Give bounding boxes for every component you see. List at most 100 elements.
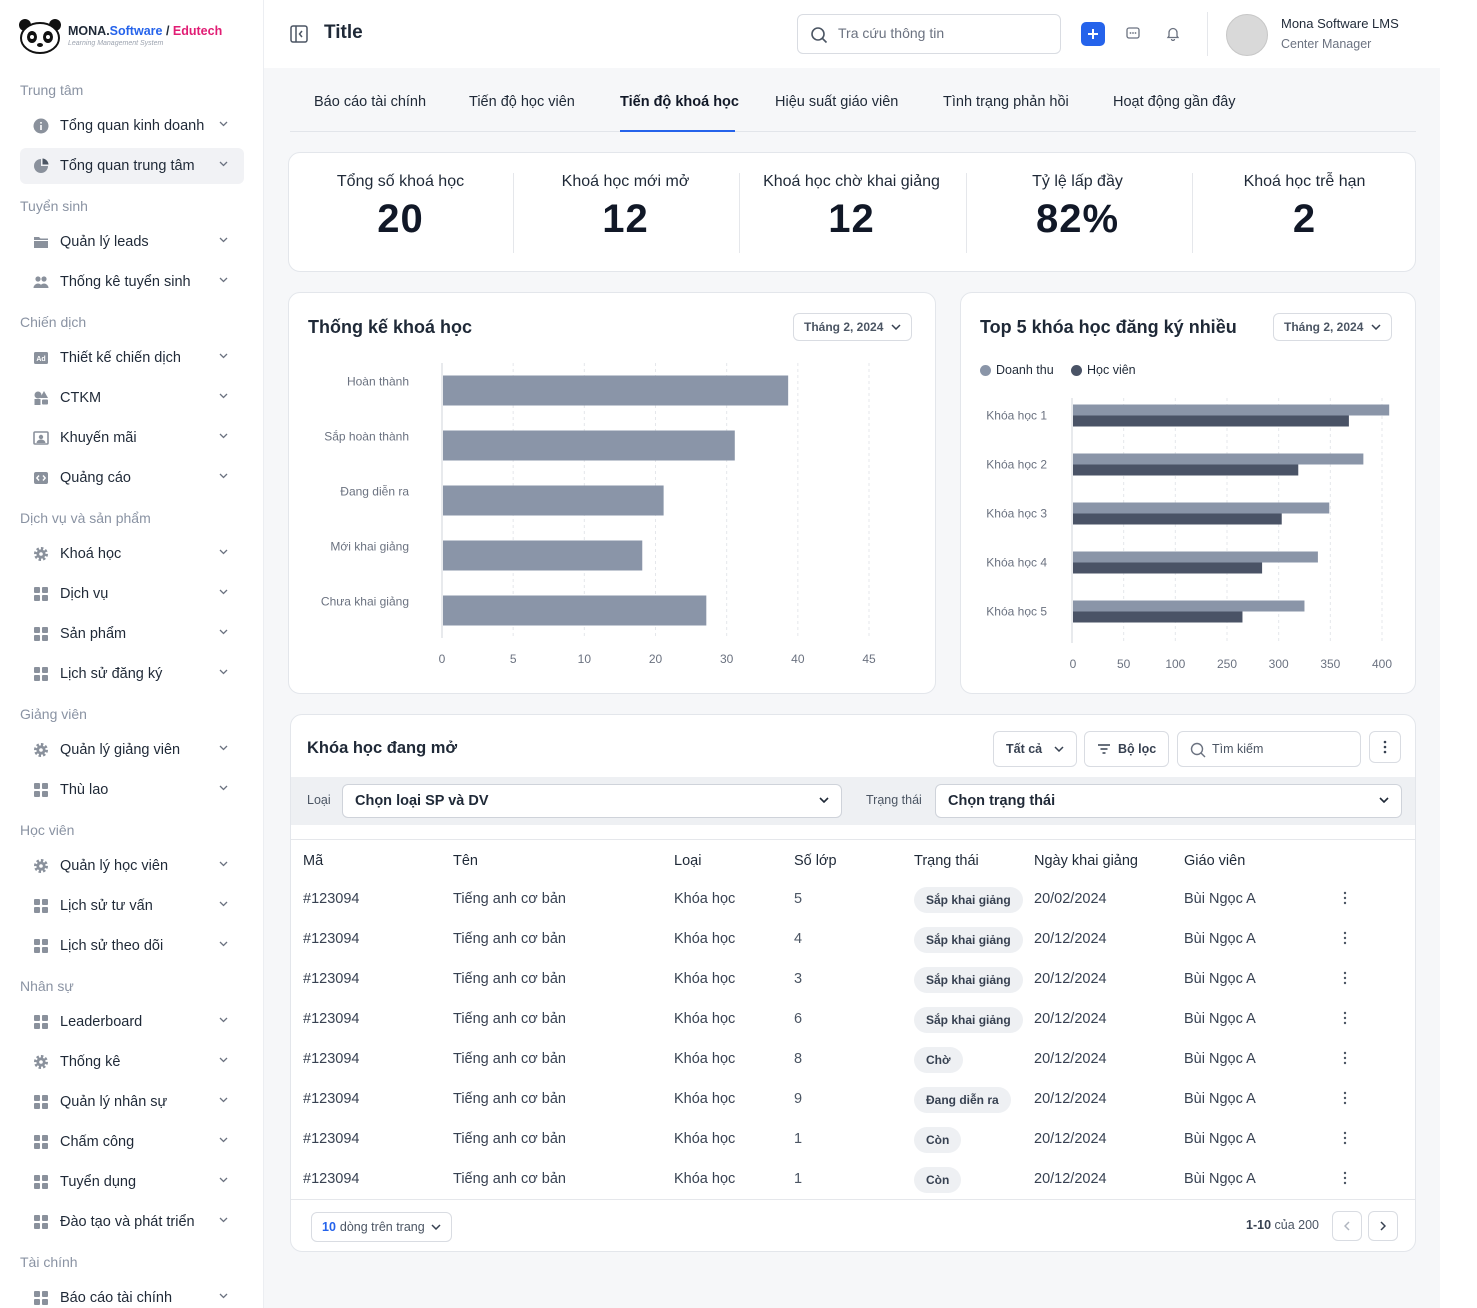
bar-revenue[interactable]: [1073, 502, 1330, 514]
message-icon[interactable]: [1126, 26, 1140, 40]
row-more-icon[interactable]: [1343, 931, 1347, 945]
sidebar-item[interactable]: Tổng quan trung tâm: [20, 148, 244, 184]
bar-students[interactable]: [1073, 562, 1263, 574]
column-header[interactable]: Loại: [674, 853, 702, 869]
chevron-down-icon: [219, 473, 228, 479]
bar[interactable]: [443, 540, 643, 571]
sidebar-item[interactable]: Quản lý nhân sự: [20, 1084, 244, 1120]
sidebar-item[interactable]: Quảng cáo: [20, 460, 244, 496]
sidebar-item[interactable]: CTKM: [20, 380, 244, 416]
column-header[interactable]: Mã: [303, 853, 324, 869]
sidebar-item[interactable]: Khoá học: [20, 536, 244, 572]
sidebar-item[interactable]: Ad Thiết kế chiến dịch: [20, 340, 244, 376]
y-category-label: Chưa khai giảng: [321, 595, 409, 609]
sidebar-item[interactable]: Tổng quan kinh doanh: [20, 108, 244, 144]
page-size-dropdown[interactable]: 10 dòng trên trang: [311, 1212, 452, 1242]
cell-teacher: Bùi Ngọc A: [1184, 1131, 1256, 1147]
column-header[interactable]: Trạng thái: [914, 853, 979, 869]
table-row[interactable]: #123094 Tiếng anh cơ bản Khóa học 4 Sắp khai…: [291, 920, 1415, 960]
course-stats-period-dropdown[interactable]: Tháng 2, 2024: [793, 313, 913, 341]
row-more-icon[interactable]: [1343, 1131, 1347, 1145]
sidebar-item[interactable]: Quản lý giảng viên: [20, 732, 244, 768]
table-row[interactable]: #123094 Tiếng anh cơ bản Khóa học 8 Chờ 20/12…: [291, 1040, 1415, 1080]
bar-revenue[interactable]: [1073, 453, 1364, 465]
grid-icon: [33, 586, 49, 602]
table-row[interactable]: #123094 Tiếng anh cơ bản Khóa học 1 Còn 20/12…: [291, 1160, 1415, 1200]
table-more-button[interactable]: [1369, 731, 1401, 763]
tab-feedback-status[interactable]: Tình trạng phản hồi: [943, 94, 1069, 110]
bar[interactable]: [443, 485, 664, 516]
add-button[interactable]: [1081, 22, 1105, 46]
table-row[interactable]: #123094 Tiếng anh cơ bản Khóa học 1 Còn 20/12…: [291, 1120, 1415, 1160]
table-search-input[interactable]: [1212, 742, 1352, 756]
table-row[interactable]: #123094 Tiếng anh cơ bản Khóa học 3 Sắp khai…: [291, 960, 1415, 1000]
stat-value: 20: [377, 197, 424, 241]
brand-tagline: Learning Management System: [68, 40, 164, 47]
search-input[interactable]: [838, 25, 1048, 41]
prev-page-button[interactable]: [1332, 1211, 1362, 1241]
top5-period-dropdown[interactable]: Tháng 2, 2024: [1273, 313, 1393, 341]
bar-revenue[interactable]: [1073, 600, 1305, 612]
tab-teacher-performance[interactable]: Hiệu suất giáo viên: [775, 94, 899, 110]
global-search[interactable]: [797, 14, 1061, 54]
sidebar-item[interactable]: Sản phẩm: [20, 616, 244, 652]
bar[interactable]: [443, 430, 735, 461]
sidebar-item[interactable]: Quản lý leads: [20, 224, 244, 260]
sidebar-item[interactable]: Dịch vụ: [20, 576, 244, 612]
filter-button[interactable]: Bộ lọc: [1084, 731, 1170, 767]
filter-all-dropdown[interactable]: Tất cả: [993, 731, 1078, 767]
sidebar-item[interactable]: Thù lao: [20, 772, 244, 808]
column-header[interactable]: Tên: [453, 853, 478, 869]
tab-course-progress[interactable]: Tiến độ khoá học: [620, 94, 739, 110]
sidebar-toggle-icon[interactable]: [290, 25, 308, 43]
table-row[interactable]: #123094 Tiếng anh cơ bản Khóa học 5 Sắp khai…: [291, 880, 1415, 920]
sidebar-item[interactable]: Đào tạo và phát triển: [20, 1204, 244, 1240]
bar[interactable]: [443, 595, 707, 626]
sidebar-item[interactable]: Thống kê: [20, 1044, 244, 1080]
row-more-icon[interactable]: [1343, 1051, 1347, 1065]
tab-financial-report[interactable]: Báo cáo tài chính: [314, 94, 427, 110]
type-select[interactable]: Chọn loại SP và DV: [342, 784, 842, 818]
sidebar-item[interactable]: Chấm công: [20, 1124, 244, 1160]
tab-recent-activity[interactable]: Hoạt động gần đây: [1113, 94, 1236, 110]
status-select[interactable]: Chọn trạng thái: [935, 784, 1402, 818]
row-more-icon[interactable]: [1343, 1171, 1347, 1185]
row-more-icon[interactable]: [1343, 1091, 1347, 1105]
sidebar-item[interactable]: Thống kê tuyển sinh: [20, 264, 244, 300]
bar-revenue[interactable]: [1073, 404, 1390, 416]
row-more-icon[interactable]: [1343, 971, 1347, 985]
bar-students[interactable]: [1073, 513, 1282, 525]
column-header[interactable]: Ngày khai giảng: [1034, 853, 1138, 869]
sidebar-item-label: Dịch vụ: [60, 586, 109, 602]
sidebar-item[interactable]: Lịch sử tư vấn: [20, 888, 244, 924]
sidebar-item[interactable]: Báo cáo tài chính: [20, 1280, 244, 1308]
table-search[interactable]: [1177, 731, 1361, 767]
table-row[interactable]: #123094 Tiếng anh cơ bản Khóa học 6 Sắp khai…: [291, 1000, 1415, 1040]
next-page-button[interactable]: [1368, 1211, 1398, 1241]
sidebar-item[interactable]: Quản lý học viên: [20, 848, 244, 884]
bar[interactable]: [443, 375, 789, 406]
bar-revenue[interactable]: [1073, 551, 1318, 563]
sidebar-item[interactable]: Leaderboard: [20, 1004, 244, 1040]
cell-classes: 5: [794, 891, 803, 907]
column-header[interactable]: Số lớp: [794, 853, 837, 869]
bar-students[interactable]: [1073, 464, 1299, 476]
table-row[interactable]: #123094 Tiếng anh cơ bản Khóa học 9 Đang diễ…: [291, 1080, 1415, 1120]
sidebar-item[interactable]: Lịch sử theo dõi: [20, 928, 244, 964]
avatar[interactable]: [1226, 14, 1268, 56]
sidebar-item[interactable]: Tuyển dụng: [20, 1164, 244, 1200]
tab-student-progress[interactable]: Tiến độ học viên: [469, 94, 575, 110]
row-more-icon[interactable]: [1343, 891, 1347, 905]
column-header[interactable]: Giáo viên: [1184, 853, 1246, 869]
brand-logo[interactable]: MONA.Software / Edutech Learning Managem…: [18, 16, 258, 56]
sidebar-item[interactable]: Lịch sử đăng ký: [20, 656, 244, 692]
sidebar-item-label: Lịch sử tư vấn: [60, 898, 153, 914]
row-more-icon[interactable]: [1343, 1011, 1347, 1025]
bell-icon[interactable]: [1166, 26, 1180, 41]
sidebar-item-label: Tổng quan kinh doanh: [60, 118, 205, 134]
bar-students[interactable]: [1073, 611, 1243, 623]
bar-students[interactable]: [1073, 415, 1349, 427]
chevron-down-icon: [219, 1057, 228, 1063]
sidebar-item[interactable]: Khuyến mãi: [20, 420, 244, 456]
cell-start-date: 20/12/2024: [1034, 1011, 1107, 1027]
